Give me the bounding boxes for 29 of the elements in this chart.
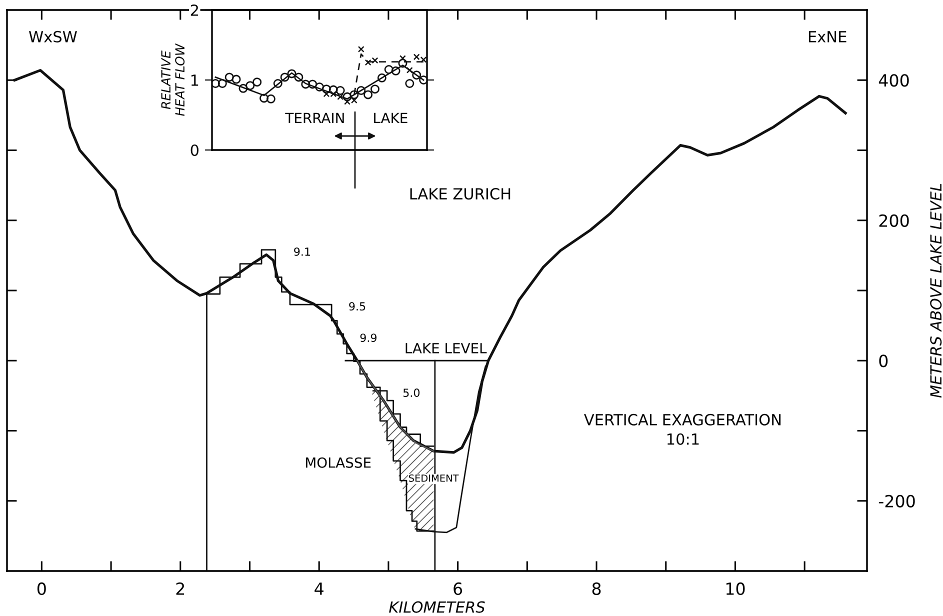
annotation: MOLASSE	[306, 457, 371, 468]
annotation: 9.9	[360, 334, 376, 342]
x-tick-label: 2	[176, 582, 184, 595]
x-axis-title: KILOMETERS	[389, 601, 485, 613]
x-tick-label: 8	[592, 582, 601, 596]
y2-axis-title: METERS ABOVE LAKE LEVEL	[930, 184, 942, 398]
y2-tick-label: 200	[879, 214, 909, 227]
annotation: LAKE	[374, 112, 408, 124]
x-tick-label: 10	[726, 582, 745, 596]
annotation: TERRAIN	[285, 112, 344, 124]
x-tick-label: 0	[37, 582, 46, 596]
annotation: 5.0	[403, 388, 420, 397]
y-axis-title: RELATIVE HEAT FLOW	[161, 43, 185, 116]
x-tick-label: 6	[454, 582, 462, 596]
annotation: ExNE	[808, 31, 846, 42]
annotation: LAKE ZURICH	[410, 188, 510, 200]
y2-tick-label: 0	[879, 354, 888, 368]
y-tick-label: 1	[191, 74, 198, 86]
annotation: 9.1	[294, 247, 310, 256]
y2-tick-label: -200	[878, 494, 915, 508]
annotation: LAKE LEVEL	[406, 343, 487, 354]
y-tick-label: 2	[190, 4, 198, 16]
annotation: WxSW	[29, 30, 77, 42]
y-tick-label: 0	[190, 144, 198, 156]
annotation: 9.5	[349, 302, 366, 311]
annotation: SEDIMENT	[408, 474, 459, 482]
y2-tick-label: 400	[878, 74, 909, 87]
x-tick-label: 4	[314, 582, 324, 595]
annotation: VERTICAL EXAGGERATION 10:1	[584, 414, 781, 445]
